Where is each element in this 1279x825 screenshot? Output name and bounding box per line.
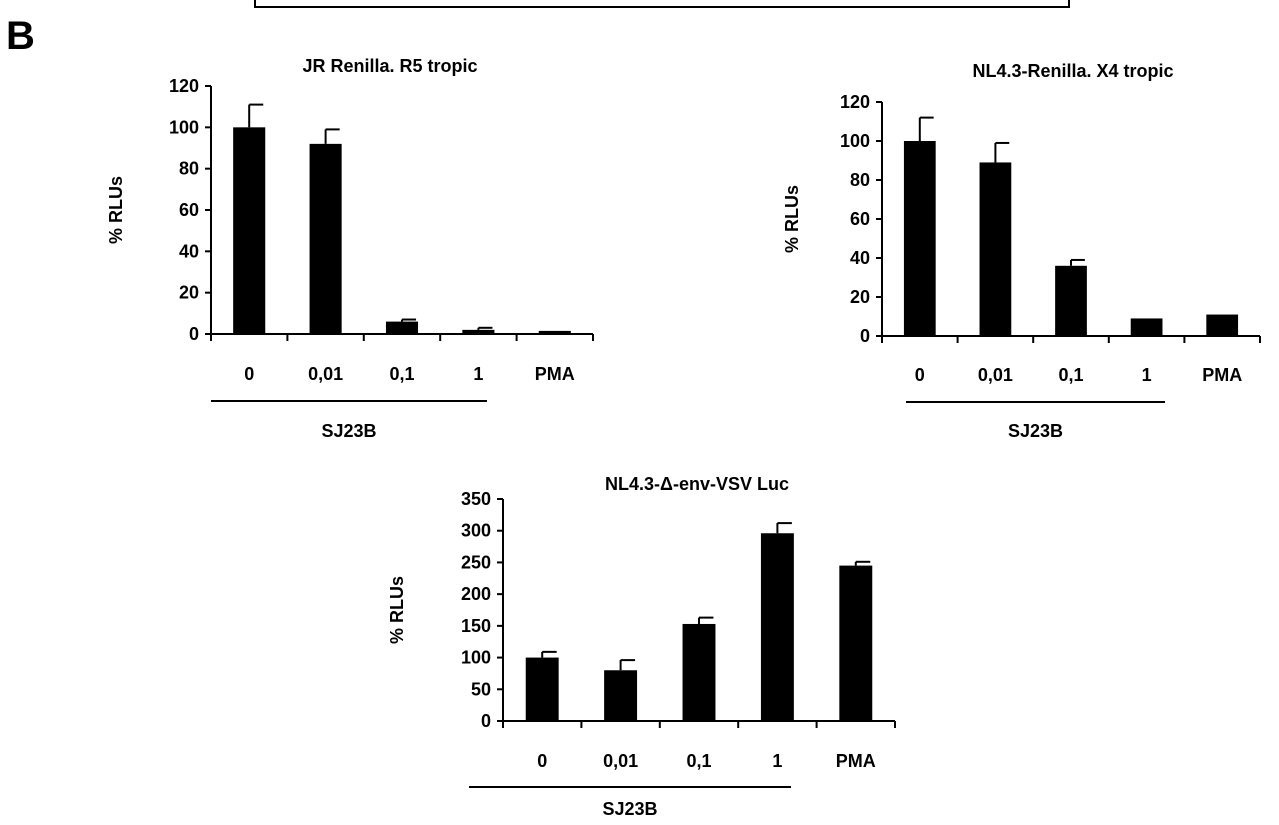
top-frame-border <box>254 0 1070 8</box>
chart-2-bar <box>1130 318 1163 336</box>
chart-3-group-label: SJ23B <box>602 799 657 819</box>
chart-3-category-label: 0 <box>537 751 547 771</box>
chart-1-category-label: 0,01 <box>308 364 343 384</box>
chart-3-bar <box>760 533 794 721</box>
chart-1-category-label: 1 <box>473 364 483 384</box>
chart-1-y-tick-label: 120 <box>169 76 199 96</box>
chart-1-bar <box>385 321 419 334</box>
chart-2-y-tick-label: 60 <box>850 209 870 229</box>
chart-1-title: JR Renilla. R5 tropic <box>302 56 477 76</box>
chart-1-bar <box>309 143 342 334</box>
chart-2-bar <box>979 162 1012 336</box>
chart-2-y-axis-label: % RLUs <box>782 185 802 253</box>
chart-2-title: NL4.3-Renilla. X4 tropic <box>972 61 1173 81</box>
chart-3-y-tick-label: 150 <box>461 616 491 636</box>
chart-3-category-label: PMA <box>836 751 876 771</box>
chart-2-category-label: 0,1 <box>1058 365 1083 385</box>
chart-3-bar <box>682 623 716 721</box>
chart-2-category-label: PMA <box>1202 365 1242 385</box>
chart-1-bar <box>462 329 495 334</box>
chart-3-y-tick-label: 200 <box>461 584 491 604</box>
chart-3-y-tick-label: 300 <box>461 521 491 541</box>
chart-1-group-label: SJ23B <box>321 421 376 441</box>
chart-2-y-tick-label: 120 <box>840 92 870 112</box>
chart-1-y-tick-label: 60 <box>179 200 199 220</box>
chart-3-y-axis-label: % RLUs <box>387 576 407 644</box>
chart-3-category-label: 1 <box>772 751 782 771</box>
chart-3-title: NL4.3-Δ-env-VSV Luc <box>605 474 789 494</box>
chart-3-bar <box>525 657 559 721</box>
chart-2-group-label: SJ23B <box>1008 421 1063 441</box>
chart-3-category-label: 0,01 <box>603 751 638 771</box>
chart-2-y-tick-label: 100 <box>840 131 870 151</box>
chart-2-y-tick-label: 20 <box>850 287 870 307</box>
chart-2-y-tick-label: 80 <box>850 170 870 190</box>
chart-1-bar <box>233 127 266 334</box>
chart-3-y-tick-label: 350 <box>461 489 491 509</box>
chart-2-bar <box>1206 314 1239 336</box>
chart-3-y-tick-label: 0 <box>481 711 491 731</box>
chart-1-y-tick-label: 40 <box>179 241 199 261</box>
chart-3-bar <box>839 565 873 721</box>
chart-3-y-tick-label: 100 <box>461 648 491 668</box>
chart-3-bar <box>604 670 638 721</box>
chart-2-bar <box>903 141 936 336</box>
chart-1-y-tick-label: 80 <box>179 159 199 179</box>
chart-3-y-tick-label: 250 <box>461 552 491 572</box>
chart-1-y-tick-label: 20 <box>179 283 199 303</box>
chart-3-y-tick-label: 50 <box>471 679 491 699</box>
chart-1-bar <box>538 330 571 334</box>
chart-2-category-label: 1 <box>1142 365 1152 385</box>
chart-1-category-label: 0 <box>244 364 254 384</box>
chart-2-y-tick-label: 0 <box>860 326 870 346</box>
chart-2-category-label: 0 <box>915 365 925 385</box>
chart-1-y-axis-label: % RLUs <box>106 176 126 244</box>
chart-1-category-label: 0,1 <box>389 364 414 384</box>
chart-2-y-tick-label: 40 <box>850 248 870 268</box>
chart-3-category-label: 0,1 <box>686 751 711 771</box>
chart-2-bar <box>1055 265 1087 336</box>
chart-1-y-tick-label: 0 <box>189 324 199 344</box>
panel-label: B <box>6 14 35 58</box>
chart-1-y-tick-label: 100 <box>169 117 199 137</box>
chart-1-category-label: PMA <box>535 364 575 384</box>
chart-2-category-label: 0,01 <box>978 365 1013 385</box>
